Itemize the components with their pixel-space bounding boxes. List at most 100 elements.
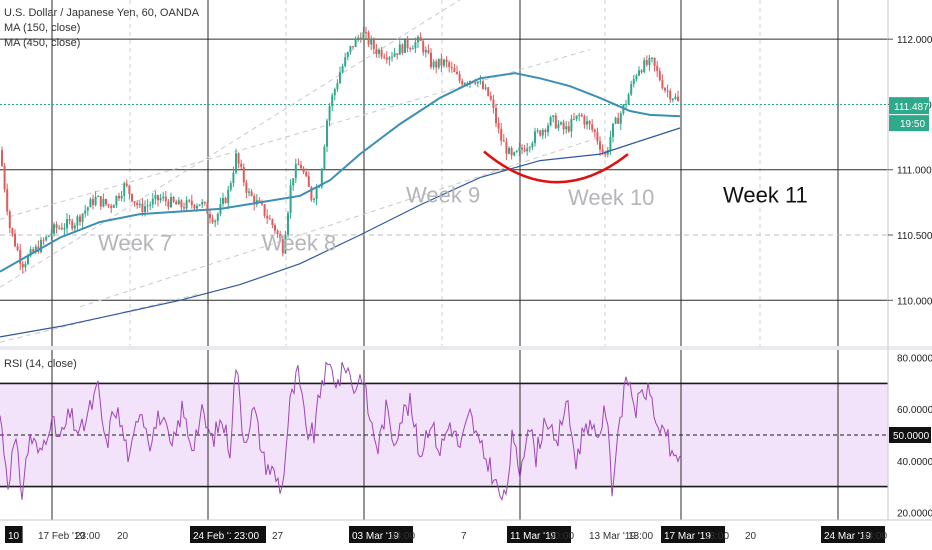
candle-body bbox=[578, 114, 581, 116]
candle-body bbox=[463, 83, 466, 85]
candle-body bbox=[320, 168, 323, 187]
price-tick-label: 110.500 bbox=[897, 231, 932, 242]
candle-body bbox=[440, 58, 443, 66]
candle-body bbox=[619, 113, 622, 124]
candle-body bbox=[661, 80, 664, 89]
candle-body bbox=[510, 148, 513, 156]
candle-body bbox=[362, 32, 365, 40]
candle-body bbox=[118, 195, 120, 199]
candle-body bbox=[521, 147, 523, 150]
candle-body bbox=[505, 141, 508, 154]
candle-body bbox=[307, 176, 310, 187]
candle-body bbox=[638, 70, 640, 76]
price-tick-label: 111.000 bbox=[897, 166, 932, 177]
candle-body bbox=[229, 183, 232, 190]
candle-body bbox=[336, 83, 339, 90]
candle-body bbox=[424, 50, 427, 53]
candle-body bbox=[162, 196, 165, 199]
candle-body bbox=[120, 195, 123, 199]
candle-body bbox=[281, 239, 284, 254]
candle-body bbox=[323, 146, 326, 169]
price-pane[interactable]: Week 7 Week 8 Week 9 Week 10 Week 11 bbox=[0, 0, 888, 346]
candle-body bbox=[653, 57, 656, 66]
candle-body bbox=[404, 39, 406, 53]
candle-body bbox=[287, 213, 289, 235]
candle-body bbox=[669, 91, 672, 100]
candle-body bbox=[115, 195, 118, 206]
candle-body bbox=[674, 96, 677, 99]
candle-body bbox=[536, 130, 539, 132]
pane-separator[interactable] bbox=[0, 346, 932, 350]
rsi-tick-label: 40.0000 bbox=[897, 457, 932, 468]
ma450-legend[interactable]: MA (450, close) bbox=[4, 37, 81, 49]
candle-body bbox=[489, 95, 492, 100]
candle-body bbox=[279, 234, 282, 240]
candle-body bbox=[375, 49, 378, 54]
channel-line bbox=[0, 49, 591, 220]
candle-body bbox=[357, 37, 360, 39]
candle-body bbox=[47, 236, 50, 238]
rsi-pane[interactable] bbox=[0, 350, 888, 520]
candle-body bbox=[367, 32, 370, 45]
candle-body bbox=[63, 228, 66, 230]
time-tick-label: 23:00 bbox=[390, 531, 415, 542]
ma150-legend[interactable]: MA (150, close) bbox=[4, 22, 81, 34]
price-legend: U.S. Dollar / Japanese Yen, 60, OANDA MA… bbox=[4, 6, 199, 51]
candle-body bbox=[435, 61, 438, 68]
candle-body bbox=[76, 216, 79, 226]
candle-body bbox=[146, 205, 149, 207]
candle-body bbox=[136, 202, 139, 206]
candle-body bbox=[253, 196, 256, 205]
candle-body bbox=[604, 152, 607, 155]
rsi-line bbox=[0, 361, 681, 502]
candle-body bbox=[159, 198, 162, 201]
candle-body bbox=[378, 49, 380, 54]
candle-body bbox=[417, 37, 419, 43]
candle-body bbox=[625, 104, 627, 106]
rounding-bottom-arc bbox=[483, 150, 629, 184]
candle-body bbox=[406, 39, 409, 49]
time-tick-label: 10 bbox=[8, 531, 20, 542]
candle-body bbox=[73, 225, 76, 229]
candle-body bbox=[6, 189, 9, 212]
candle-body bbox=[242, 167, 245, 183]
candle-body bbox=[19, 250, 22, 264]
candle-body bbox=[84, 210, 87, 214]
candle-body bbox=[643, 60, 646, 73]
candle-body bbox=[248, 191, 250, 193]
candle-body bbox=[541, 129, 544, 136]
candle-body bbox=[86, 207, 89, 211]
candle-body bbox=[544, 129, 547, 133]
time-tick-label: 17 Mar '19 bbox=[664, 531, 711, 542]
candle-body bbox=[201, 202, 204, 205]
candle-body bbox=[292, 178, 295, 186]
candle-body bbox=[651, 57, 653, 59]
candle-body bbox=[526, 148, 529, 152]
candle-body bbox=[263, 204, 266, 216]
candle-body bbox=[398, 44, 401, 55]
rsi-level-lines bbox=[0, 382, 888, 488]
week-label: Week 10 bbox=[568, 185, 654, 210]
candle-body bbox=[341, 66, 344, 73]
candle-body bbox=[58, 227, 61, 229]
candle-body bbox=[24, 263, 27, 268]
candle-body bbox=[315, 187, 318, 200]
candle-body bbox=[250, 191, 253, 196]
candle-body bbox=[328, 106, 331, 121]
week-label: Week 11 bbox=[723, 182, 808, 207]
rsi-tick-label: 60.0000 bbox=[897, 405, 932, 416]
candle-body bbox=[609, 136, 612, 151]
rsi-legend[interactable]: RSI (14, close) bbox=[4, 357, 77, 372]
candle-body bbox=[484, 87, 487, 89]
candle-body bbox=[110, 205, 113, 208]
candle-body bbox=[557, 124, 560, 129]
candle-body bbox=[445, 59, 448, 63]
candle-body bbox=[68, 219, 71, 221]
candle-body bbox=[461, 80, 464, 85]
candle-body bbox=[97, 196, 100, 198]
candle-body bbox=[211, 218, 214, 223]
candle-body bbox=[388, 57, 391, 60]
candle-body bbox=[32, 249, 35, 252]
